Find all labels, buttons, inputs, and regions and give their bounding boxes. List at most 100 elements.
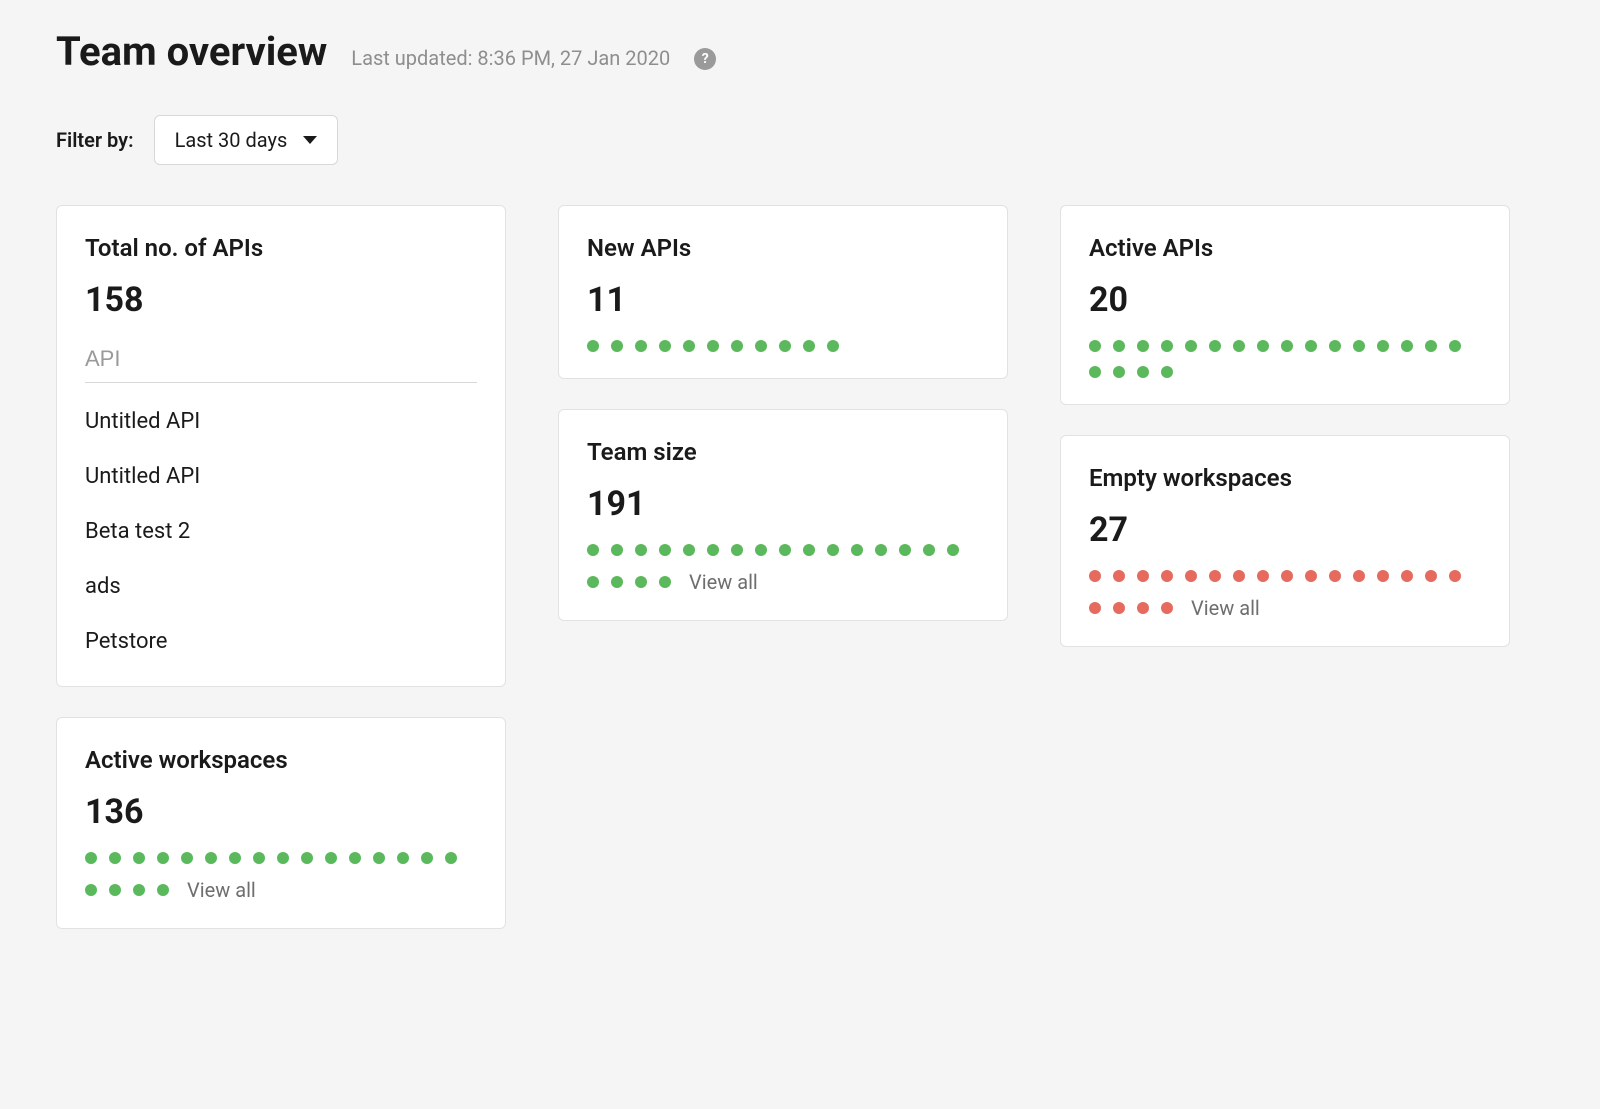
status-dot[interactable] (683, 544, 695, 556)
status-dot[interactable] (1233, 340, 1245, 352)
status-dot[interactable] (1377, 570, 1389, 582)
status-dot[interactable] (157, 884, 169, 896)
status-dot[interactable] (349, 852, 361, 864)
status-dot[interactable] (1257, 340, 1269, 352)
status-dot[interactable] (1185, 340, 1197, 352)
status-dot[interactable] (635, 340, 647, 352)
status-dot[interactable] (1137, 340, 1149, 352)
status-dot[interactable] (157, 852, 169, 864)
status-dot[interactable] (683, 340, 695, 352)
status-dot[interactable] (1209, 570, 1221, 582)
status-dot[interactable] (325, 852, 337, 864)
view-all-link[interactable]: View all (689, 570, 758, 594)
status-dot[interactable] (253, 852, 265, 864)
api-list-item[interactable]: ads (85, 574, 477, 599)
status-dot[interactable] (611, 576, 623, 588)
status-dot[interactable] (635, 544, 647, 556)
status-dot[interactable] (1401, 340, 1413, 352)
status-dot[interactable] (1113, 366, 1125, 378)
api-list-item[interactable]: Beta test 2 (85, 519, 477, 544)
status-dot[interactable] (587, 544, 599, 556)
status-dot[interactable] (1377, 340, 1389, 352)
status-dot[interactable] (755, 340, 767, 352)
status-dot[interactable] (1257, 570, 1269, 582)
status-dot[interactable] (1089, 602, 1101, 614)
api-search-input[interactable] (85, 340, 477, 383)
status-dot[interactable] (755, 544, 767, 556)
view-all-link[interactable]: View all (187, 878, 256, 902)
status-dot[interactable] (659, 576, 671, 588)
status-dot[interactable] (587, 576, 599, 588)
status-dot[interactable] (803, 544, 815, 556)
status-dot[interactable] (1329, 570, 1341, 582)
status-dot[interactable] (1161, 366, 1173, 378)
status-dot[interactable] (301, 852, 313, 864)
status-dot[interactable] (827, 340, 839, 352)
status-dot[interactable] (707, 340, 719, 352)
status-dot[interactable] (1353, 340, 1365, 352)
status-dot[interactable] (373, 852, 385, 864)
status-dot[interactable] (85, 852, 97, 864)
status-dot[interactable] (109, 852, 121, 864)
status-dot[interactable] (1113, 570, 1125, 582)
status-dot[interactable] (899, 544, 911, 556)
status-dot[interactable] (659, 340, 671, 352)
status-dot[interactable] (1161, 570, 1173, 582)
status-dot[interactable] (1137, 366, 1149, 378)
api-list-item[interactable]: Untitled API (85, 409, 477, 434)
status-dot[interactable] (731, 544, 743, 556)
status-dot[interactable] (659, 544, 671, 556)
status-dot[interactable] (1233, 570, 1245, 582)
status-dot[interactable] (229, 852, 241, 864)
status-dot[interactable] (923, 544, 935, 556)
status-dot[interactable] (1329, 340, 1341, 352)
status-dot[interactable] (779, 340, 791, 352)
status-dot[interactable] (1113, 340, 1125, 352)
status-dot[interactable] (1425, 570, 1437, 582)
status-dot[interactable] (611, 340, 623, 352)
status-dot[interactable] (277, 852, 289, 864)
status-dot[interactable] (1161, 602, 1173, 614)
status-dot[interactable] (587, 340, 599, 352)
status-dot[interactable] (947, 544, 959, 556)
status-dot[interactable] (611, 544, 623, 556)
status-dot[interactable] (1449, 570, 1461, 582)
status-dot[interactable] (1089, 570, 1101, 582)
status-dot[interactable] (85, 884, 97, 896)
status-dot[interactable] (1185, 570, 1197, 582)
status-dot[interactable] (1137, 602, 1149, 614)
status-dot[interactable] (1305, 340, 1317, 352)
status-dot[interactable] (1281, 340, 1293, 352)
status-dot[interactable] (1305, 570, 1317, 582)
status-dot[interactable] (1281, 570, 1293, 582)
filter-dropdown[interactable]: Last 30 days (154, 115, 339, 165)
status-dot[interactable] (803, 340, 815, 352)
status-dot[interactable] (205, 852, 217, 864)
status-dot[interactable] (1209, 340, 1221, 352)
status-dot[interactable] (851, 544, 863, 556)
status-dot[interactable] (827, 544, 839, 556)
status-dot[interactable] (421, 852, 433, 864)
status-dot[interactable] (731, 340, 743, 352)
status-dot[interactable] (181, 852, 193, 864)
status-dot[interactable] (875, 544, 887, 556)
status-dot[interactable] (1089, 366, 1101, 378)
status-dot[interactable] (1353, 570, 1365, 582)
status-dot[interactable] (445, 852, 457, 864)
view-all-link[interactable]: View all (1191, 596, 1260, 620)
status-dot[interactable] (1425, 340, 1437, 352)
status-dot[interactable] (1137, 570, 1149, 582)
status-dot[interactable] (1401, 570, 1413, 582)
status-dot[interactable] (1449, 340, 1461, 352)
status-dot[interactable] (707, 544, 719, 556)
status-dot[interactable] (1089, 340, 1101, 352)
status-dot[interactable] (1161, 340, 1173, 352)
status-dot[interactable] (1113, 602, 1125, 614)
status-dot[interactable] (779, 544, 791, 556)
status-dot[interactable] (109, 884, 121, 896)
status-dot[interactable] (133, 884, 145, 896)
status-dot[interactable] (133, 852, 145, 864)
status-dot[interactable] (397, 852, 409, 864)
help-icon[interactable]: ? (694, 48, 716, 70)
status-dot[interactable] (635, 576, 647, 588)
